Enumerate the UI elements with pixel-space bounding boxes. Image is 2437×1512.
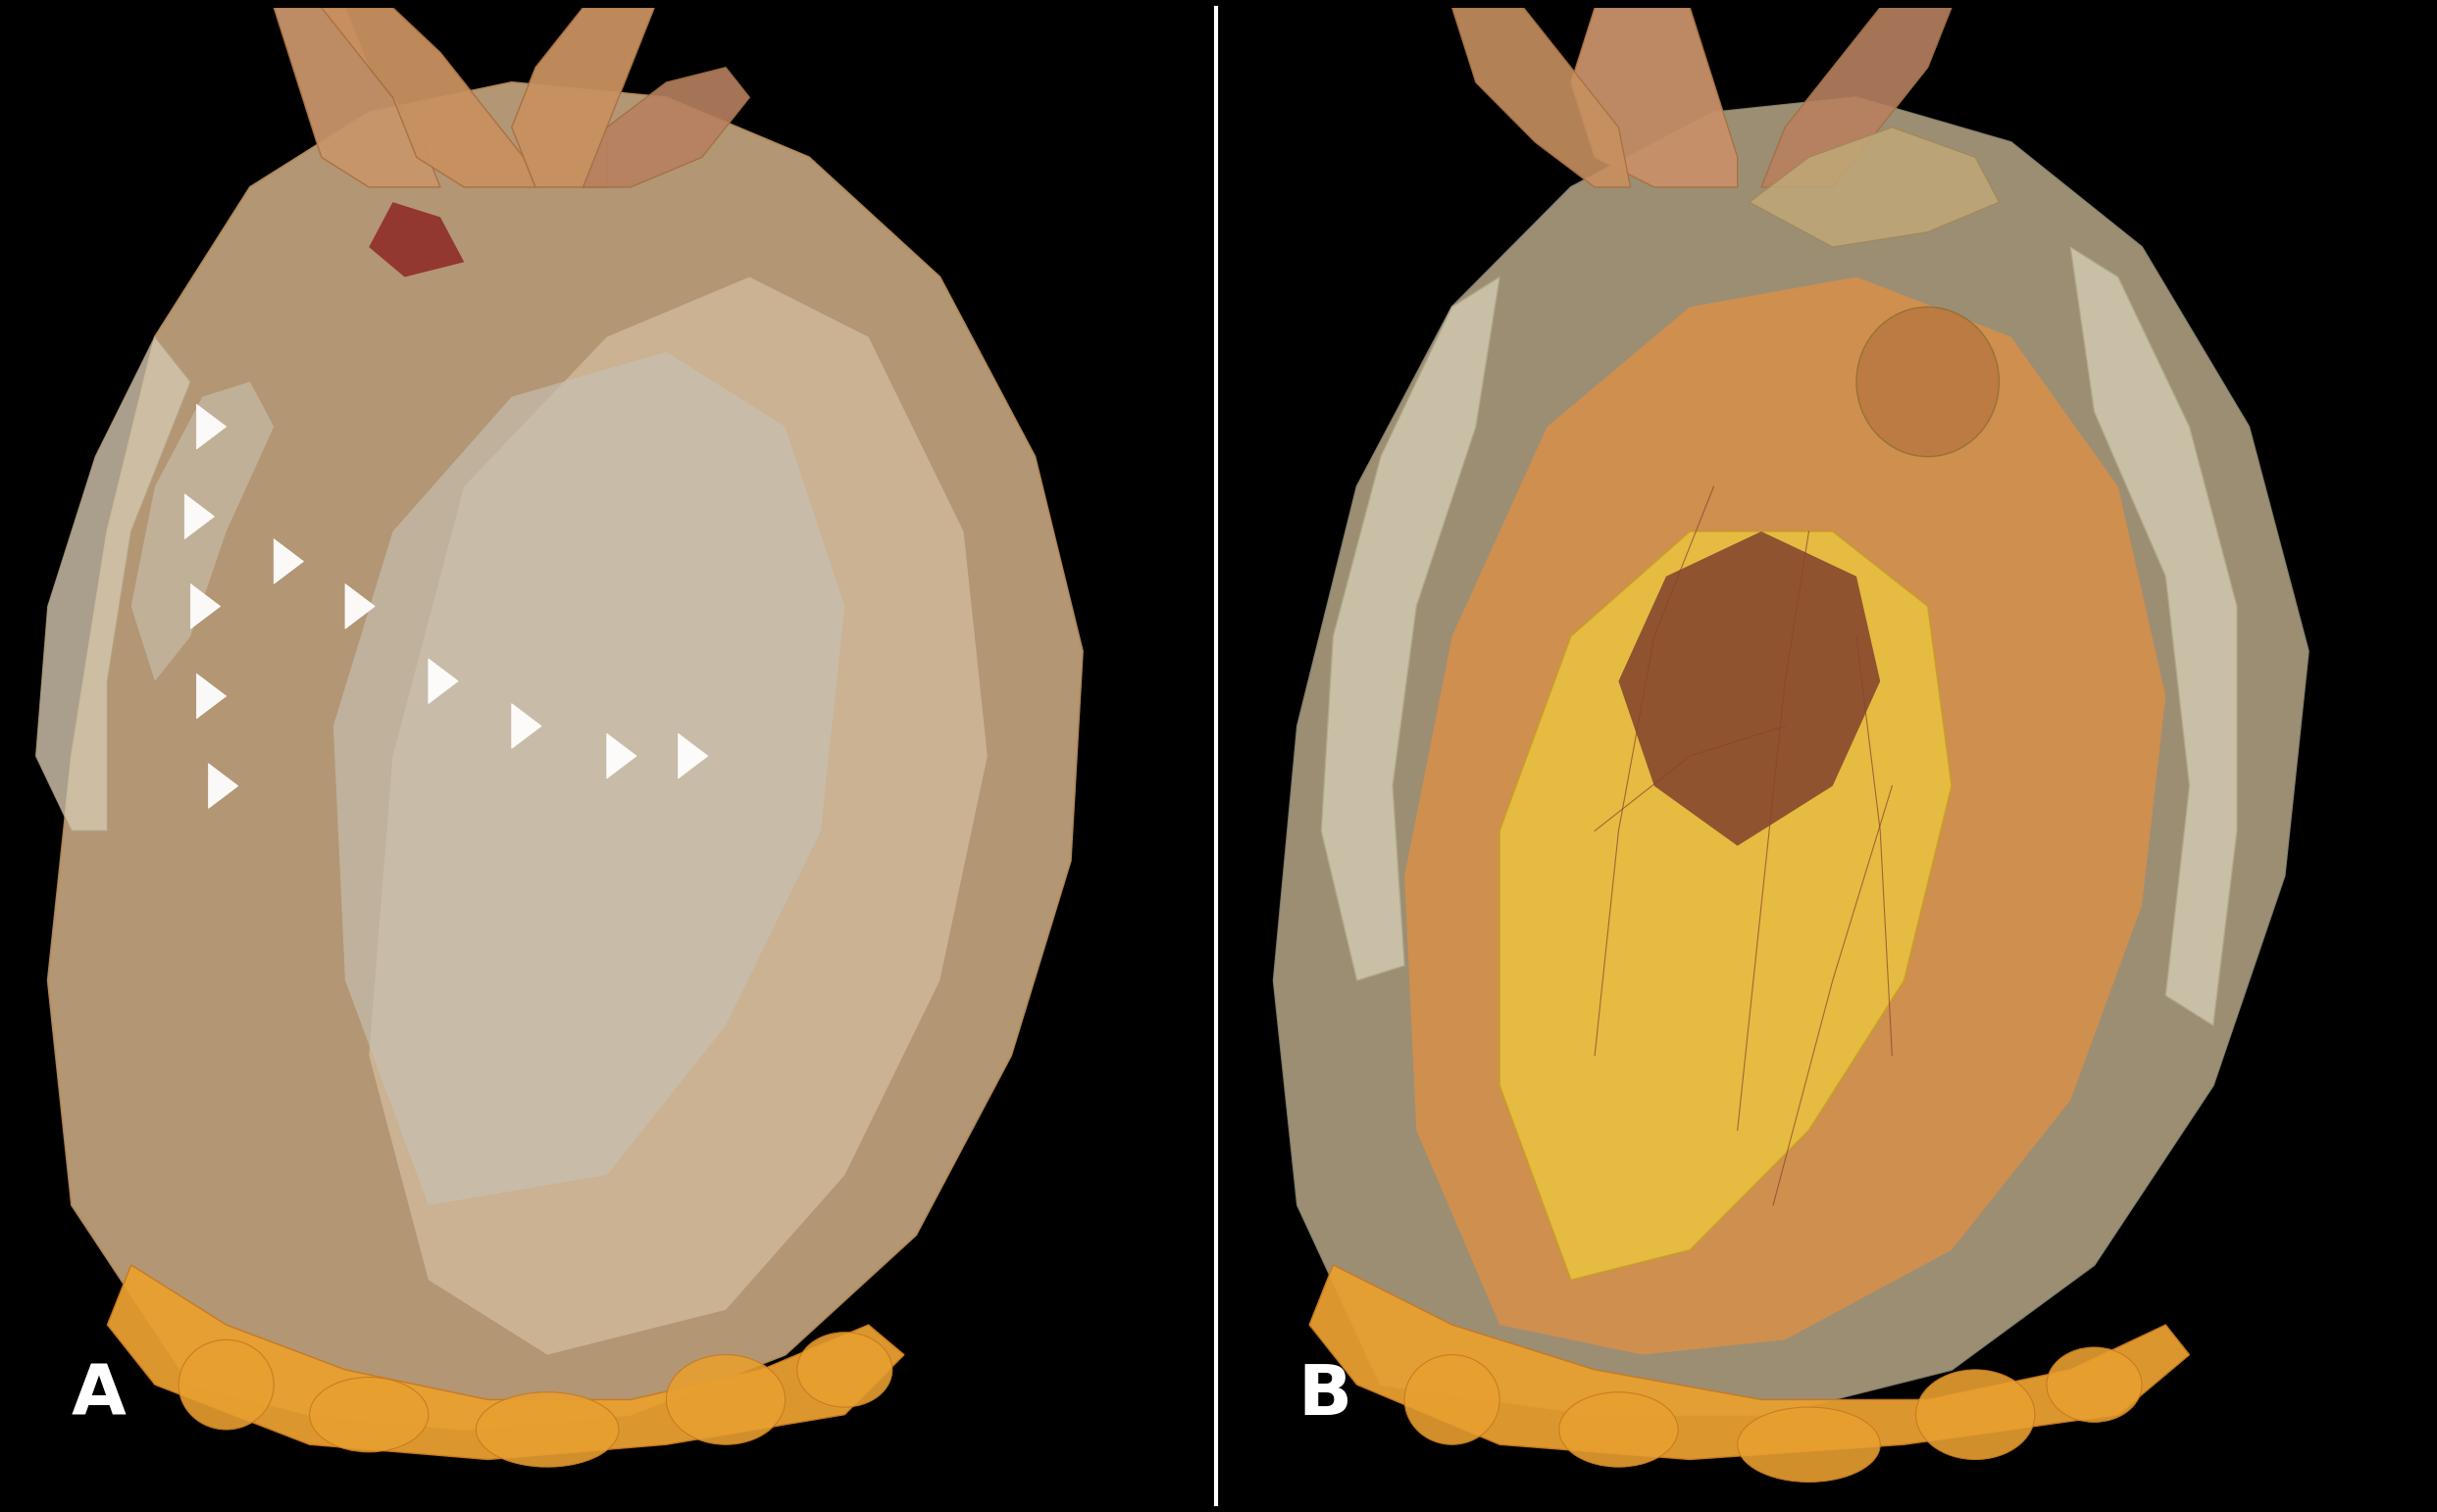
Ellipse shape xyxy=(1738,1408,1881,1482)
Polygon shape xyxy=(334,352,846,1205)
Text: A: A xyxy=(71,1362,127,1430)
Polygon shape xyxy=(1572,8,1738,187)
Polygon shape xyxy=(512,703,541,748)
Polygon shape xyxy=(677,733,707,779)
Polygon shape xyxy=(1404,277,2166,1355)
Polygon shape xyxy=(322,8,536,187)
Ellipse shape xyxy=(1857,307,1998,457)
Polygon shape xyxy=(1618,532,1881,845)
Polygon shape xyxy=(210,764,239,809)
Polygon shape xyxy=(607,733,636,779)
Polygon shape xyxy=(346,584,375,629)
Polygon shape xyxy=(368,277,987,1355)
Polygon shape xyxy=(1309,1266,2188,1459)
Text: B: B xyxy=(1296,1362,1353,1430)
Polygon shape xyxy=(107,1266,904,1459)
Polygon shape xyxy=(185,494,214,538)
Ellipse shape xyxy=(1404,1355,1499,1444)
Polygon shape xyxy=(1762,8,1952,187)
Polygon shape xyxy=(1750,127,1998,246)
Polygon shape xyxy=(273,538,305,584)
Polygon shape xyxy=(12,8,1201,1504)
Ellipse shape xyxy=(1915,1370,2035,1459)
Polygon shape xyxy=(582,68,751,187)
Polygon shape xyxy=(37,337,190,832)
Polygon shape xyxy=(190,584,219,629)
Ellipse shape xyxy=(665,1355,785,1444)
Polygon shape xyxy=(1321,277,1499,980)
Polygon shape xyxy=(1452,8,1630,187)
Ellipse shape xyxy=(2047,1347,2142,1423)
Polygon shape xyxy=(429,659,458,703)
Polygon shape xyxy=(2071,246,2237,1025)
Ellipse shape xyxy=(178,1340,273,1430)
Polygon shape xyxy=(49,82,1082,1430)
Polygon shape xyxy=(368,203,463,277)
Polygon shape xyxy=(1499,532,1952,1279)
Polygon shape xyxy=(512,8,656,187)
Polygon shape xyxy=(1238,8,2427,1504)
Polygon shape xyxy=(1275,97,2308,1415)
Polygon shape xyxy=(273,8,441,187)
Polygon shape xyxy=(132,383,273,680)
Ellipse shape xyxy=(475,1393,619,1467)
Polygon shape xyxy=(197,674,227,718)
Ellipse shape xyxy=(797,1332,892,1408)
Ellipse shape xyxy=(1560,1393,1679,1467)
Ellipse shape xyxy=(309,1377,429,1452)
Polygon shape xyxy=(197,404,227,449)
